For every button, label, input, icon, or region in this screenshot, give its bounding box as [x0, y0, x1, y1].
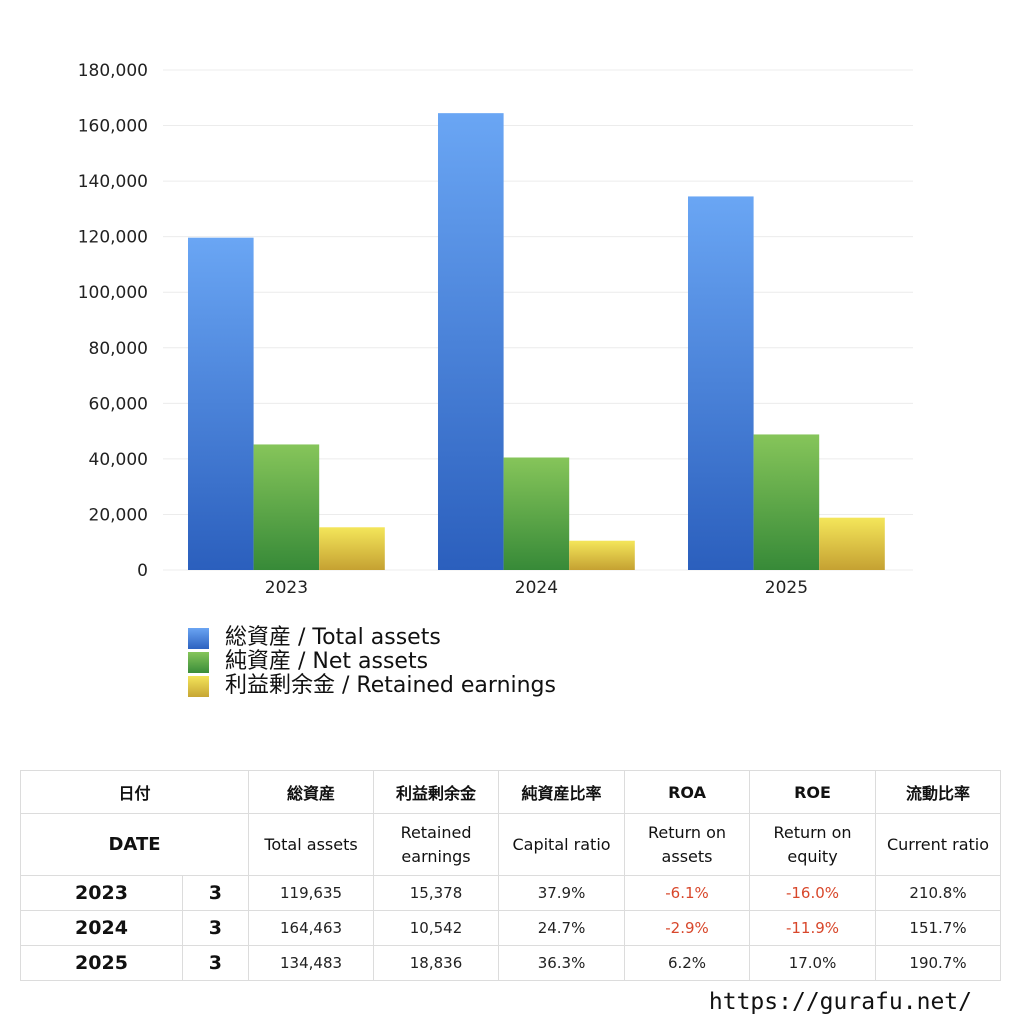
header-roa-en-line2: assets [661, 846, 713, 866]
header-roe-en: Return on equity [749, 813, 877, 876]
bar-net-assets [253, 444, 320, 570]
bar-net-assets [753, 434, 820, 570]
y-tick-label: 0 [137, 561, 148, 581]
table-header-row-jp: 日付 総資産 利益剰余金 純資産比率 ROA ROE 流動比率 [19, 770, 1002, 814]
x-tick-label: 2023 [265, 578, 308, 598]
bar-chart: 0 20,000 40,000 60,000 80,000 100,000 120,000 1… [78, 61, 913, 598]
bar-total-assets [438, 113, 504, 571]
bar-total-assets [188, 237, 254, 571]
header-current-ratio-jp: 流動比率 [875, 770, 1002, 814]
y-tick-label: 40,000 [89, 450, 148, 470]
row-year: 2023 [20, 875, 183, 911]
row-year: 2024 [20, 910, 183, 946]
legend-label: 純資産 / Net assets [225, 649, 429, 674]
header-total-assets-jp: 総資産 [248, 770, 375, 814]
table-header-row-en: DATE Total assets Retained earnings Capit… [19, 813, 1002, 876]
header-retained-jp: 利益剰余金 [373, 770, 500, 814]
bars [188, 113, 885, 571]
cell-roe: -11.9% [749, 910, 877, 946]
y-tick-label: 180,000 [78, 61, 148, 81]
bar-net-assets [503, 457, 570, 570]
header-current-ratio-en: Current ratio [875, 813, 1002, 876]
header-capital-ratio-en: Capital ratio [498, 813, 626, 876]
legend-swatch-net-assets [188, 651, 209, 673]
cell-capital-ratio: 24.7% [498, 910, 626, 946]
header-retained-en-line1: Retained [400, 822, 472, 842]
header-total-assets-en: Total assets [248, 813, 375, 876]
header-date-en: DATE [19, 813, 250, 876]
header-roa-jp: ROA [624, 770, 751, 814]
header-roe-en-line2: equity [787, 846, 838, 866]
header-roe-jp: ROE [749, 770, 877, 814]
y-tick-label: 60,000 [89, 394, 148, 414]
bar-retained-earnings [319, 527, 385, 570]
table-row: 2025 3 134,483 18,836 36.3% 6.2% 17.0% 1… [20, 945, 1002, 981]
cell-roa: 6.2% [624, 945, 751, 981]
bar-total-assets [688, 196, 754, 571]
legend-label: 総資産 / Total assets [225, 625, 441, 650]
legend-swatch-retained-earnings [188, 675, 209, 697]
cell-retained: 15,378 [373, 875, 500, 911]
cell-capital-ratio: 37.9% [498, 875, 626, 911]
legend: 総資産 / Total assets 純資産 / Net assets 利益剰余… [188, 626, 556, 698]
header-capital-ratio-jp: 純資産比率 [498, 770, 626, 814]
cell-current-ratio: 210.8% [875, 875, 1002, 911]
cell-current-ratio: 190.7% [875, 945, 1002, 981]
row-month: 3 [181, 910, 250, 946]
row-year: 2025 [20, 945, 183, 981]
legend-item-total-assets: 総資産 / Total assets [188, 626, 556, 650]
legend-item-net-assets: 純資産 / Net assets [188, 650, 556, 674]
legend-swatch-total-assets [188, 627, 209, 649]
cell-capital-ratio: 36.3% [498, 945, 626, 981]
y-tick-label: 80,000 [89, 339, 148, 359]
legend-label: 利益剰余金 / Retained earnings [225, 673, 556, 698]
y-tick-label: 100,000 [78, 283, 148, 303]
bar-retained-earnings [569, 540, 635, 570]
cell-roe: 17.0% [749, 945, 877, 981]
cell-roa: -2.9% [624, 910, 751, 946]
y-axis: 0 20,000 40,000 60,000 80,000 100,000 120,000 1… [78, 61, 148, 581]
header-roa-en: Return on assets [624, 813, 751, 876]
header-date-jp: 日付 [19, 770, 250, 814]
x-axis: 2023 2024 2025 [265, 578, 808, 598]
y-tick-label: 160,000 [78, 117, 148, 137]
cell-total-assets: 164,463 [248, 910, 375, 946]
cell-roa: -6.1% [624, 875, 751, 911]
table-row: 2024 3 164,463 10,542 24.7% -2.9% -11.9%… [20, 910, 1002, 946]
cell-total-assets: 134,483 [248, 945, 375, 981]
legend-item-retained-earnings: 利益剰余金 / Retained earnings [188, 674, 556, 698]
cell-retained: 10,542 [373, 910, 500, 946]
cell-current-ratio: 151.7% [875, 910, 1002, 946]
header-retained-en-line2: earnings [401, 846, 471, 866]
table-row: 2023 3 119,635 15,378 37.9% -6.1% -16.0%… [20, 875, 1002, 911]
header-roa-en-line1: Return on [647, 822, 727, 842]
site-url: https://gurafu.net/ [708, 989, 972, 1015]
cell-roe: -16.0% [749, 875, 877, 911]
cell-retained: 18,836 [373, 945, 500, 981]
x-tick-label: 2024 [515, 578, 558, 598]
financial-table: 日付 総資産 利益剰余金 純資産比率 ROA ROE 流動比率 DATE Tot… [19, 770, 1002, 981]
bar-retained-earnings [819, 517, 885, 570]
y-tick-label: 120,000 [78, 228, 148, 248]
cell-total-assets: 119,635 [248, 875, 375, 911]
header-roe-en-line1: Return on [773, 822, 852, 842]
row-month: 3 [181, 875, 250, 911]
row-month: 3 [181, 945, 250, 981]
header-retained-en: Retained earnings [373, 813, 500, 876]
y-tick-label: 20,000 [89, 505, 148, 525]
y-tick-label: 140,000 [78, 172, 148, 192]
x-tick-label: 2025 [765, 578, 808, 598]
